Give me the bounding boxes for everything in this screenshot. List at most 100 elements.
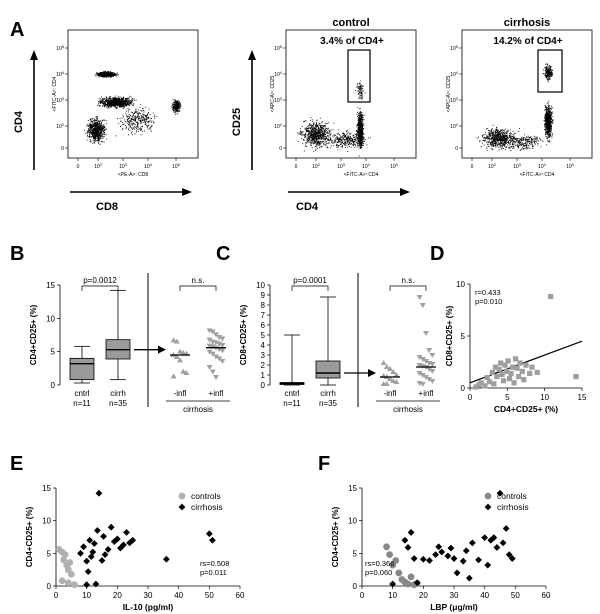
event-dot <box>309 133 310 135</box>
event-dot <box>174 108 175 109</box>
event-dot <box>116 102 118 104</box>
event-dot <box>357 137 359 139</box>
event-dot <box>97 104 99 106</box>
event-dot <box>128 121 130 122</box>
event-dot <box>358 114 360 116</box>
event-dot <box>128 134 129 136</box>
event-dot <box>171 105 173 107</box>
event-dot <box>129 129 131 131</box>
event-dot <box>148 117 150 119</box>
event-dot <box>360 131 362 132</box>
event-dot <box>357 123 359 125</box>
event-dot <box>103 71 105 73</box>
event-dot <box>91 121 92 122</box>
event-dot <box>108 105 109 107</box>
event-dot <box>177 103 179 104</box>
event-dot <box>359 147 361 149</box>
event-dot <box>153 116 155 117</box>
event-dot <box>104 126 106 127</box>
event-dot <box>549 122 551 124</box>
event-dot <box>140 115 142 116</box>
event-dot <box>314 127 316 129</box>
event-dot <box>315 130 317 132</box>
event-dot <box>146 119 148 121</box>
event-dot <box>100 127 102 129</box>
event-dot <box>314 137 316 139</box>
event-dot <box>357 134 358 136</box>
event-dot <box>105 106 107 108</box>
event-dot <box>93 126 95 128</box>
event-dot <box>143 110 145 112</box>
event-dot <box>361 142 363 144</box>
event-dot <box>103 105 105 107</box>
event-dot <box>96 124 98 126</box>
event-dot <box>313 137 315 139</box>
event-dot <box>306 140 308 141</box>
event-dot <box>362 126 363 128</box>
event-dot <box>358 139 360 141</box>
event-dot <box>113 73 115 75</box>
event-dot <box>98 127 100 129</box>
event-dot <box>132 114 134 116</box>
event-dot <box>357 132 359 133</box>
event-dot <box>136 116 138 118</box>
event-dot <box>313 122 315 124</box>
event-dot <box>97 137 99 139</box>
event-dot <box>314 143 316 144</box>
event-dot <box>177 102 179 103</box>
event-dot <box>109 107 111 109</box>
event-dot <box>360 141 362 142</box>
event-dot <box>147 114 148 115</box>
event-dot <box>311 124 313 126</box>
event-dot <box>137 113 138 115</box>
event-dot <box>94 119 96 121</box>
event-dot <box>361 131 363 132</box>
event-dot <box>346 141 348 142</box>
event-dot <box>304 127 306 129</box>
event-dot <box>117 74 119 76</box>
event-dot <box>100 124 102 126</box>
event-dot <box>320 134 322 136</box>
event-dot <box>308 137 310 138</box>
event-dot <box>117 97 119 99</box>
event-dot <box>110 106 112 107</box>
event-dot <box>318 131 320 133</box>
event-dot <box>130 120 132 121</box>
flow-plot-frame <box>67 29 199 159</box>
event-dot <box>349 138 351 140</box>
event-dot <box>113 97 115 99</box>
event-dot <box>361 112 363 114</box>
event-dot <box>323 125 325 127</box>
event-dot <box>100 123 102 124</box>
event-dot <box>306 136 308 138</box>
event-dot <box>547 118 549 120</box>
event-dot <box>101 128 103 129</box>
event-dot <box>98 142 100 143</box>
event-dot <box>361 119 363 121</box>
event-dot <box>113 100 115 102</box>
event-dot <box>120 106 122 108</box>
event-dot <box>97 129 98 131</box>
event-dot <box>336 144 337 146</box>
flow-tick-label: 0 <box>279 146 282 152</box>
event-dot <box>316 126 317 128</box>
event-dot <box>319 130 321 132</box>
event-dot <box>361 121 363 123</box>
event-dot <box>118 106 120 108</box>
event-dot <box>111 105 113 107</box>
event-dot <box>98 126 100 127</box>
event-dot <box>112 104 114 106</box>
event-dot <box>315 127 317 129</box>
event-dot <box>315 137 317 139</box>
event-dot <box>358 112 360 114</box>
event-dot <box>88 123 90 125</box>
event-dot <box>103 133 105 135</box>
event-dot <box>143 115 144 117</box>
event-dot <box>177 105 179 106</box>
event-dot <box>360 144 361 146</box>
event-dot <box>115 102 117 103</box>
event-dot <box>101 133 103 135</box>
event-dot <box>362 138 364 140</box>
event-dot <box>328 133 330 135</box>
event-dot <box>99 135 100 137</box>
